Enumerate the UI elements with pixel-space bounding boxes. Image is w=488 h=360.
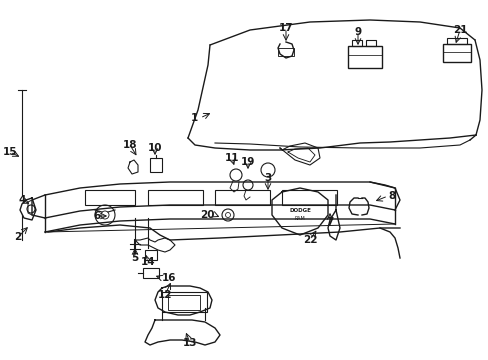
Bar [145, 250, 157, 260]
Text: 13: 13 [183, 338, 197, 348]
Text: 19: 19 [240, 157, 255, 167]
Text: 10: 10 [147, 143, 162, 153]
Text: RAM: RAM [294, 216, 305, 220]
Bar [282, 190, 336, 205]
Text: DODGE: DODGE [288, 207, 310, 212]
Text: 6: 6 [93, 211, 101, 221]
Bar [442, 44, 470, 62]
Text: 17: 17 [278, 23, 293, 33]
Text: 2: 2 [14, 232, 21, 242]
Text: 1: 1 [190, 113, 198, 123]
Text: 14: 14 [141, 257, 155, 267]
Text: 8: 8 [387, 191, 394, 201]
Bar [168, 295, 200, 310]
Bar [347, 46, 381, 68]
Bar [351, 40, 361, 46]
Text: 18: 18 [122, 140, 137, 150]
Text: 4: 4 [18, 195, 26, 205]
Bar [162, 292, 206, 312]
Text: 20: 20 [200, 210, 215, 220]
Bar [215, 190, 269, 205]
Text: 3: 3 [264, 173, 271, 183]
Bar [446, 38, 466, 44]
Bar [85, 190, 135, 205]
Text: 11: 11 [224, 153, 239, 163]
Bar [278, 48, 293, 56]
Bar [142, 268, 159, 278]
Text: 7: 7 [325, 217, 333, 227]
Bar [365, 40, 375, 46]
Text: 22: 22 [302, 235, 317, 245]
Text: 16: 16 [162, 273, 176, 283]
Bar [150, 158, 162, 172]
Text: 9: 9 [354, 27, 361, 37]
Text: 21: 21 [452, 25, 467, 35]
Text: 15: 15 [3, 147, 17, 157]
Bar [148, 190, 203, 205]
Text: 12: 12 [158, 290, 172, 300]
Text: 5: 5 [131, 253, 138, 263]
